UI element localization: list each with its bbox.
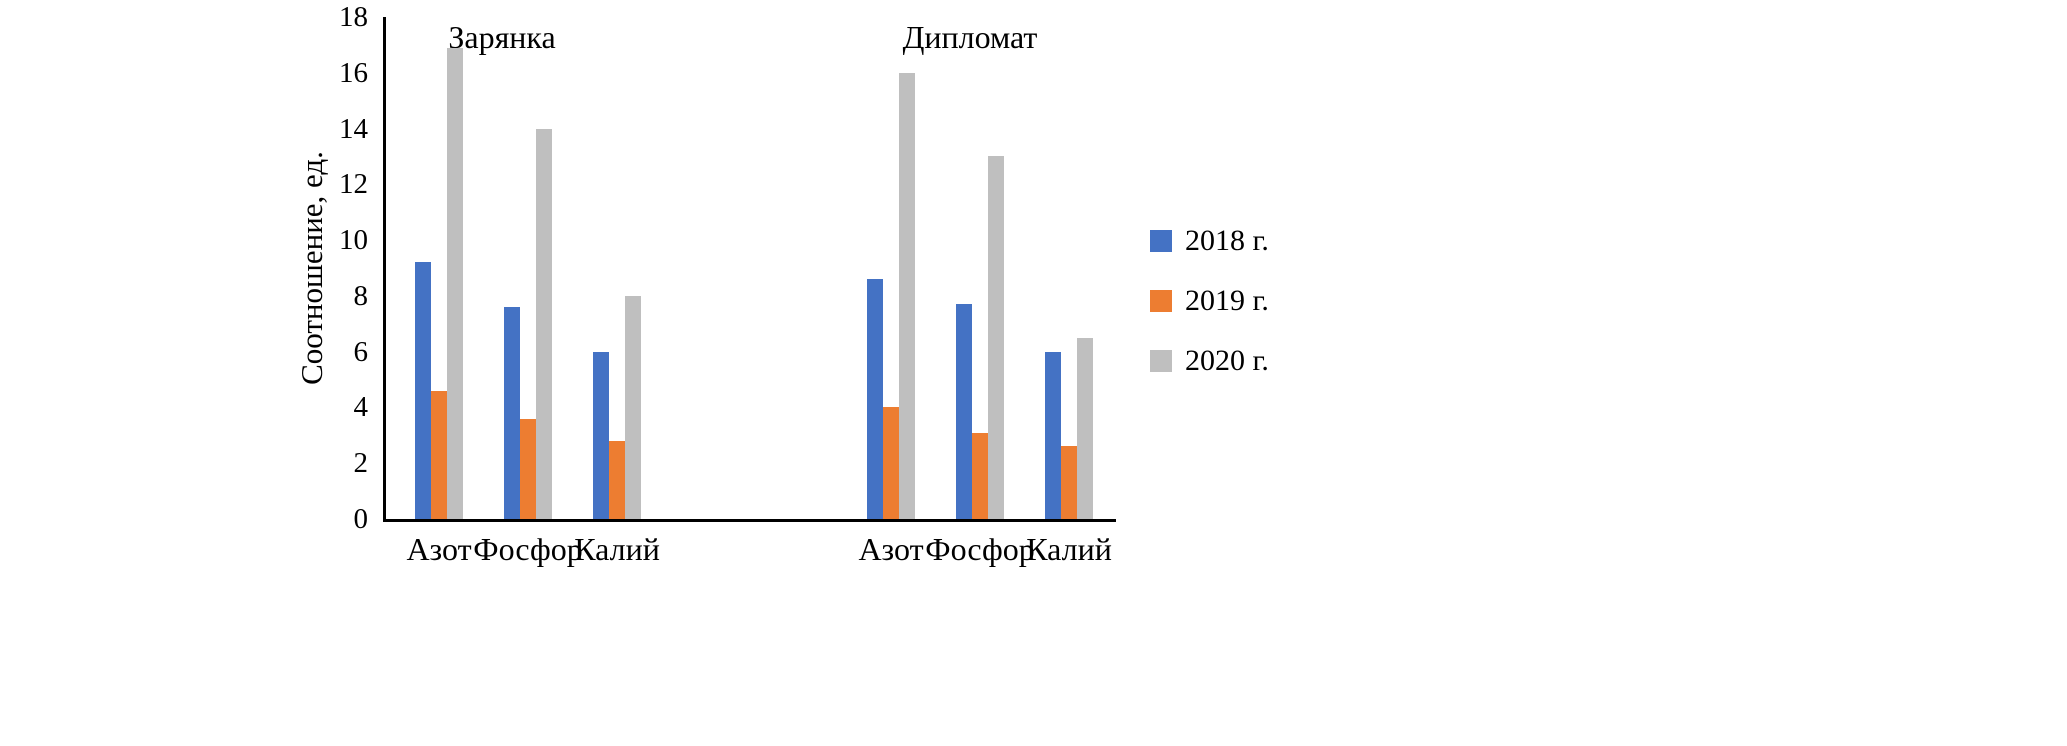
- bar: [431, 390, 447, 519]
- x-category-label: Фосфор: [473, 531, 583, 567]
- bar: [972, 432, 988, 519]
- group-label: Зарянка: [448, 19, 556, 55]
- y-tick-label: 8: [353, 279, 369, 312]
- x-category-label: Фосфор: [925, 531, 1035, 567]
- legend-item: 2020 г.: [1150, 342, 1269, 380]
- bar: [1077, 337, 1093, 519]
- y-tick-label: 0: [353, 503, 369, 535]
- bar: [988, 156, 1004, 519]
- y-tick-label: 16: [339, 56, 368, 89]
- bar: [1061, 446, 1077, 519]
- bar: [867, 279, 883, 519]
- bar: [609, 440, 625, 519]
- y-tick-label: 4: [353, 391, 369, 424]
- bar: [536, 128, 552, 519]
- x-category-label: Калий: [574, 531, 660, 567]
- y-tick-label: 10: [339, 224, 368, 257]
- legend-label: 2020 г.: [1185, 344, 1269, 377]
- y-tick-label: 14: [339, 112, 368, 145]
- y-tick-label: 18: [339, 1, 368, 33]
- bar: [415, 262, 431, 519]
- x-category-label: Азот: [406, 531, 472, 567]
- legend-item: 2018 г.: [1150, 222, 1269, 260]
- bar: [504, 307, 520, 519]
- bar: [447, 47, 463, 519]
- legend-item: 2019 г.: [1150, 282, 1269, 320]
- y-tick-label: 12: [339, 168, 368, 201]
- legend-label: 2019 г.: [1185, 284, 1269, 317]
- legend-swatch-gray: [1150, 350, 1172, 372]
- bar: [899, 72, 915, 519]
- bar: [1045, 351, 1061, 519]
- x-category-label: Калий: [1026, 531, 1112, 567]
- bar: [956, 304, 972, 519]
- bar: [520, 418, 536, 519]
- y-tick-label: 6: [353, 335, 369, 368]
- plot-area: [383, 17, 1116, 522]
- group-label: Дипломат: [902, 19, 1038, 55]
- bar: [625, 295, 641, 519]
- bar: [593, 351, 609, 519]
- legend-label: 2018 г.: [1185, 224, 1269, 257]
- legend-swatch-orange: [1150, 290, 1172, 312]
- legend-swatch-blue: [1150, 230, 1172, 252]
- x-category-label: Азот: [858, 531, 924, 567]
- y-tick-label: 2: [353, 447, 369, 480]
- bar: [883, 407, 899, 519]
- legend: 2018 г. 2019 г. 2020 г.: [1150, 222, 1269, 380]
